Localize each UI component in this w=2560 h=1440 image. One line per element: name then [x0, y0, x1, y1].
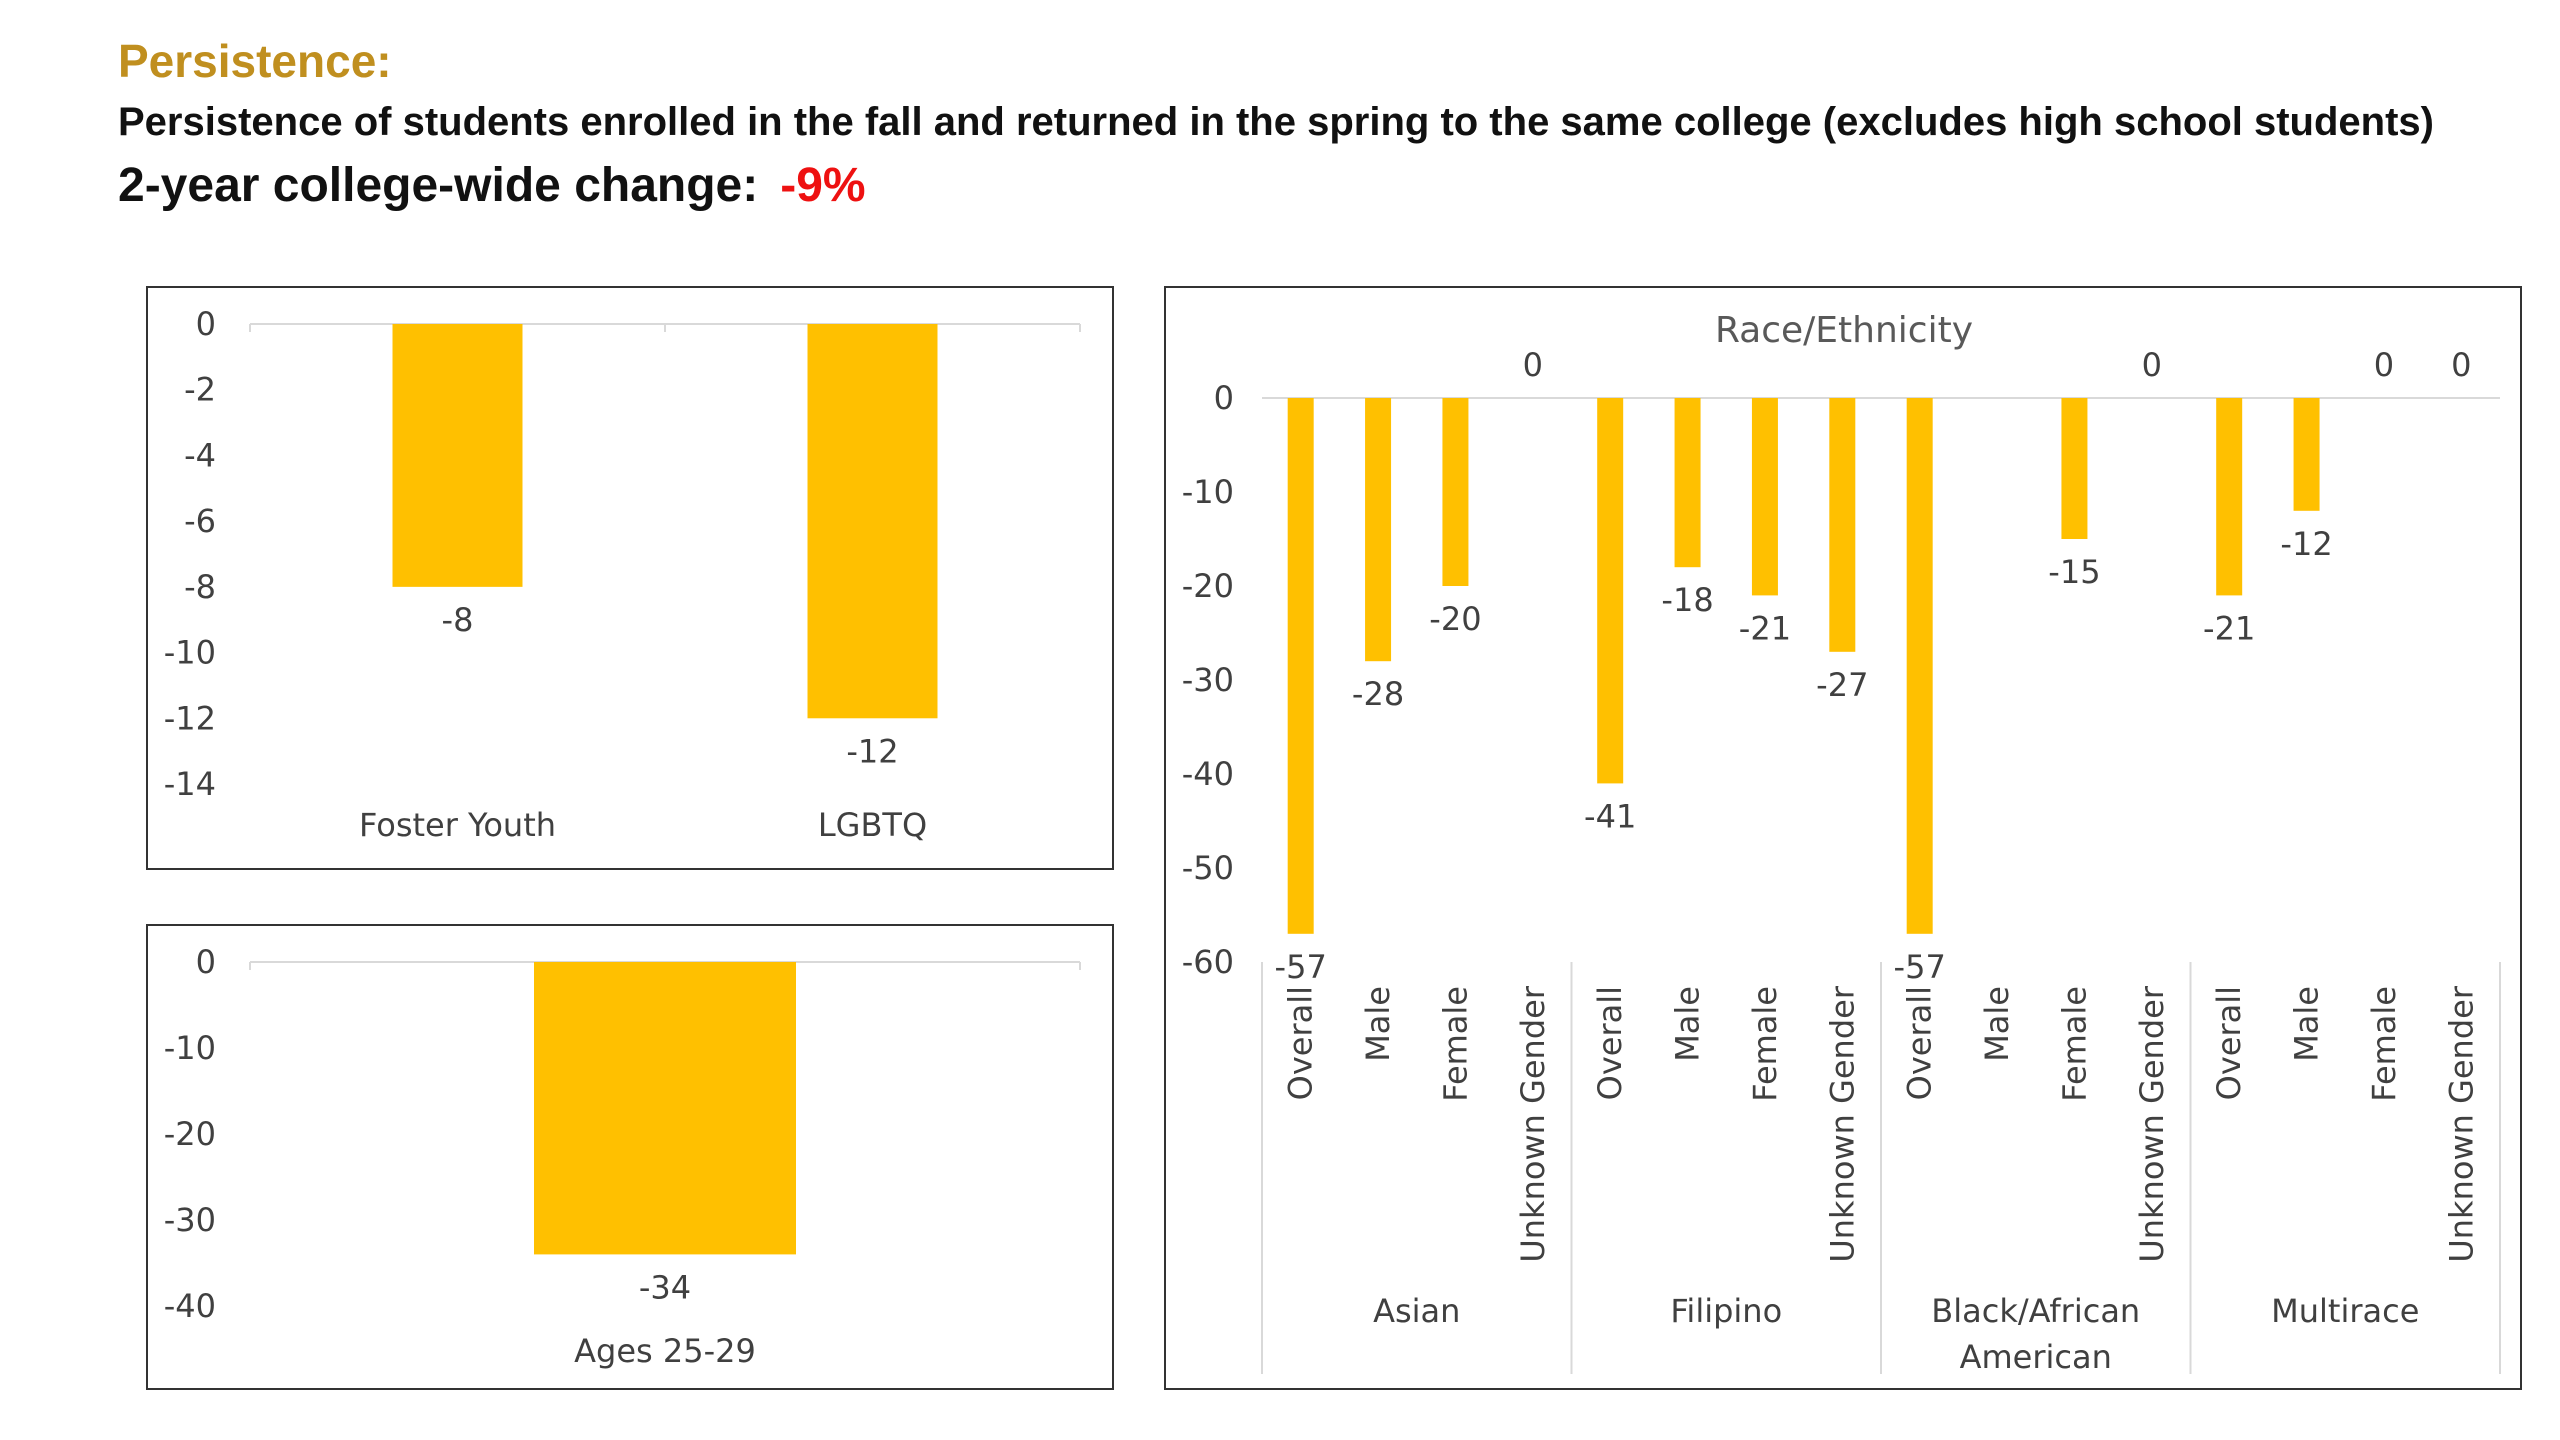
data-label: -18 — [1661, 581, 1713, 619]
y-tick-label: 0 — [196, 305, 216, 343]
y-tick-label: -12 — [164, 699, 216, 737]
y-tick-label: -50 — [1182, 849, 1234, 887]
category-label: Overall — [1901, 986, 1939, 1100]
y-tick-label: -30 — [1182, 661, 1234, 699]
data-label: -20 — [1429, 600, 1481, 638]
y-tick-label: 0 — [196, 943, 216, 981]
data-label: -57 — [1275, 948, 1327, 986]
bar — [1597, 398, 1624, 784]
y-tick-label: -14 — [164, 765, 216, 803]
y-tick-label: -8 — [184, 568, 216, 606]
category-label: Female — [2055, 986, 2093, 1102]
y-tick-label: -2 — [184, 371, 216, 409]
data-label: -12 — [2280, 525, 2332, 563]
data-label: -41 — [1584, 797, 1636, 835]
category-label: LGBTQ — [818, 806, 927, 844]
y-tick-label: -20 — [1182, 567, 1234, 605]
data-label: 0 — [2142, 346, 2162, 384]
bar — [1829, 398, 1856, 652]
data-label: 0 — [2374, 346, 2394, 384]
category-label: Unknown Gender — [2442, 985, 2480, 1262]
group-label: Black/African — [1931, 1292, 2140, 1330]
category-label: Female — [1746, 986, 1784, 1102]
category-label: Male — [1359, 986, 1397, 1062]
category-label: Unknown Gender — [1823, 985, 1861, 1262]
group-label: Filipino — [1670, 1292, 1782, 1330]
category-label: Male — [2288, 986, 2326, 1062]
category-label: Overall — [2210, 986, 2248, 1100]
data-label: -27 — [1816, 666, 1868, 704]
category-label: Female — [1436, 986, 1474, 1102]
y-tick-label: -40 — [1182, 755, 1234, 793]
bar — [534, 962, 796, 1255]
data-label: 0 — [1523, 346, 1543, 384]
category-label: Male — [1669, 986, 1707, 1062]
data-label: -21 — [1739, 609, 1791, 647]
bar — [1906, 398, 1933, 934]
category-label: Overall — [1591, 986, 1629, 1100]
data-label: 0 — [2451, 346, 2471, 384]
change-label: 2-year college-wide change: — [118, 159, 759, 212]
chart-foster-lgbtq-svg: 0 -2 -4 -6 -8 -10 -12 -14 -8 Foster Youth -12 LGBTQ — [164, 305, 1081, 844]
group-label: American — [1960, 1338, 2112, 1376]
data-label: -28 — [1352, 675, 1404, 713]
bar — [807, 324, 938, 719]
page-title: Persistence: — [118, 35, 392, 87]
change-value: -9% — [780, 159, 866, 212]
category-label: Overall — [1282, 986, 1320, 1100]
y-tick-label: -60 — [1182, 943, 1234, 981]
y-tick-label: 0 — [1214, 379, 1234, 417]
chart-ages: 0 -10 -20 -30 -40 -34 Ages 25-29 — [146, 924, 1114, 1390]
data-label: -57 — [1894, 948, 1946, 986]
y-tick-label: -10 — [1182, 473, 1234, 511]
page-subtitle: Persistence of students enrolled in the … — [118, 100, 2434, 144]
data-label: -21 — [2203, 609, 2255, 647]
data-label: -12 — [846, 732, 898, 770]
chart-race-ethnicity: Race/Ethnicity 0 -10 -20 -30 -40 -50 -60 -57 Over… — [1164, 286, 2522, 1390]
y-tick-label: -20 — [164, 1115, 216, 1153]
chart-foster-lgbtq: 0 -2 -4 -6 -8 -10 -12 -14 -8 Foster Youth -12 LGBTQ — [146, 286, 1114, 870]
y-tick-label: -4 — [184, 436, 216, 474]
category-label: Female — [2365, 986, 2403, 1102]
bar — [1442, 398, 1469, 586]
bar — [1365, 398, 1392, 662]
bar — [2293, 398, 2320, 511]
y-tick-label: -10 — [164, 634, 216, 672]
category-label: Ages 25-29 — [574, 1332, 756, 1370]
y-tick-label: -30 — [164, 1201, 216, 1239]
group-label: Multirace — [2271, 1292, 2419, 1330]
bar — [2216, 398, 2243, 596]
category-label: Male — [1978, 986, 2016, 1062]
bar — [2061, 398, 2088, 539]
bar — [1287, 398, 1314, 934]
y-tick-label: -10 — [164, 1029, 216, 1067]
data-label: -34 — [639, 1268, 691, 1306]
bar — [1751, 398, 1778, 596]
category-label: Unknown Gender — [2133, 985, 2171, 1262]
bar — [392, 324, 523, 587]
category-label: Foster Youth — [359, 806, 556, 844]
data-label: -8 — [442, 601, 474, 639]
y-tick-label: -40 — [164, 1287, 216, 1325]
y-tick-label: -6 — [184, 502, 216, 540]
data-label: -15 — [2048, 553, 2100, 591]
chart-title: Race/Ethnicity — [1715, 310, 1973, 351]
category-label: Unknown Gender — [1514, 985, 1552, 1262]
chart-ages-svg: 0 -10 -20 -30 -40 -34 Ages 25-29 — [164, 943, 1081, 1370]
group-label: Asian — [1373, 1292, 1460, 1330]
college-wide-change: 2-year college-wide change: -9% — [118, 158, 866, 213]
bar — [1674, 398, 1701, 568]
